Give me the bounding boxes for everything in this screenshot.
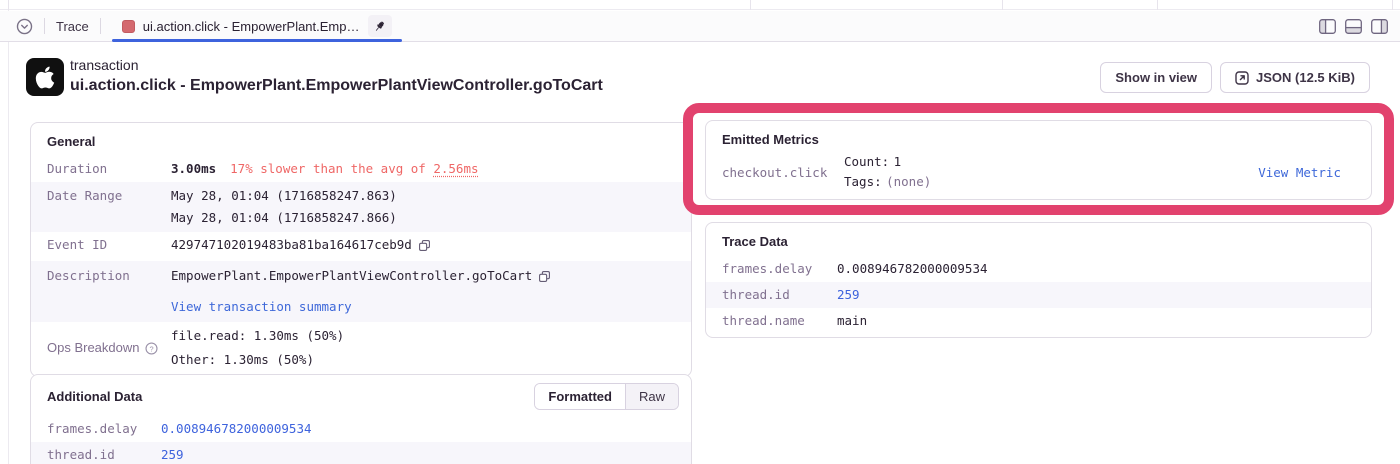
metric-row: checkout.click Count: 1 Tags: (none) Vie…: [706, 151, 1371, 197]
trace-data-title: Trace Data: [722, 234, 788, 249]
row-value: 259: [837, 287, 860, 302]
ops-line: file.read: 1.30ms (50%): [171, 328, 345, 343]
row-value: 0.008946782000009534: [837, 261, 988, 276]
duration-row: Duration 3.00ms 17% slower than the avg …: [31, 156, 691, 182]
tab-bar: Trace ui.action.click - EmpowerPlant.Emp…: [0, 11, 1400, 42]
tab-transaction-active[interactable]: ui.action.click - EmpowerPlant.Emp…: [111, 11, 402, 42]
description-value: EmpowerPlant.EmpowerPlantViewController.…: [171, 268, 533, 283]
row-key: Ops Breakdown ?: [47, 338, 171, 358]
table-row: thread.id 259: [31, 442, 691, 464]
ops-breakdown-label: Ops Breakdown: [47, 340, 140, 355]
row-key: thread.id: [722, 287, 790, 302]
pin-icon[interactable]: [367, 15, 392, 37]
formatted-toggle-option[interactable]: Formatted: [535, 384, 625, 409]
description-row: Description EmpowerPlant.EmpowerPlantVie…: [31, 261, 691, 322]
row-key: Duration: [47, 161, 108, 176]
view-metric-link[interactable]: View Metric: [1258, 164, 1341, 180]
tab-trace[interactable]: Trace: [56, 18, 89, 34]
json-button-label: JSON (12.5 KiB): [1256, 70, 1355, 85]
row-key: frames.delay: [722, 261, 813, 276]
trace-data-card: Trace Data frames.delay 0.00894678200000…: [705, 222, 1372, 338]
row-key: Description: [47, 268, 130, 283]
row-key: thread.id: [47, 447, 115, 462]
tab-menu-chevron-icon[interactable]: [16, 18, 33, 35]
metric-name: checkout.click: [722, 164, 828, 180]
count-value: 1: [893, 154, 902, 169]
divider: [44, 18, 45, 34]
column-divider: [750, 0, 751, 10]
ops-line: Other: 1.30ms (50%): [171, 352, 314, 367]
ops-breakdown-row: Ops Breakdown ? file.read: 1.30ms (50%) …: [31, 322, 691, 376]
copy-icon[interactable]: [538, 269, 551, 289]
help-icon[interactable]: ?: [144, 341, 158, 355]
view-transaction-summary-link[interactable]: View transaction summary: [171, 299, 352, 314]
count-label: Count:: [844, 154, 890, 169]
layout-left-panel-icon[interactable]: [1319, 19, 1336, 34]
additional-data-title: Additional Data: [47, 389, 143, 404]
table-row: frames.delay 0.008946782000009534: [31, 416, 691, 442]
emitted-metrics-title: Emitted Metrics: [722, 132, 819, 147]
page-title: ui.action.click - EmpowerPlant.EmpowerPl…: [70, 77, 603, 94]
row-value: main: [837, 313, 868, 328]
row-key: Event ID: [47, 237, 108, 252]
external-link-icon: [1235, 70, 1249, 85]
column-divider: [1002, 0, 1003, 10]
general-card: General Duration 3.00ms 17% slower than …: [30, 122, 692, 377]
date-end: May 28, 01:04 (1716858247.866): [171, 210, 397, 225]
emitted-metrics-card: Emitted Metrics checkout.click Count: 1 …: [705, 120, 1372, 200]
additional-data-header: Additional Data Formatted Raw: [31, 375, 691, 416]
event-id-value: 429747102019483ba81ba164617ceb9d: [171, 237, 412, 252]
row-value: 0.008946782000009534: [161, 421, 312, 436]
divider: [99, 18, 101, 34]
row-key: frames.delay: [47, 421, 138, 436]
duration-comparison: 17% slower than the avg of 2.56ms: [230, 159, 478, 179]
top-strip: [0, 0, 1400, 10]
date-range-row: Date Range May 28, 01:04 (1716858247.863…: [31, 182, 691, 232]
panel-left-border: [8, 0, 9, 464]
show-in-view-button[interactable]: Show in view: [1100, 62, 1213, 93]
column-divider: [1392, 0, 1393, 10]
json-button[interactable]: JSON (12.5 KiB): [1220, 62, 1370, 93]
additional-data-card: Additional Data Formatted Raw frames.del…: [30, 374, 692, 464]
layout-right-panel-icon[interactable]: [1371, 19, 1388, 34]
column-divider: [8, 0, 9, 10]
header-actions: Show in view JSON (12.5 KiB): [1100, 62, 1370, 93]
row-key: thread.name: [722, 313, 805, 328]
duration-value: 3.00ms: [171, 161, 217, 176]
tags-label: Tags:: [844, 174, 882, 189]
format-toggle: Formatted Raw: [534, 383, 679, 410]
apple-platform-icon: [26, 58, 64, 96]
transaction-type-swatch: [121, 19, 135, 33]
copy-icon[interactable]: [418, 238, 431, 258]
row-value: 259: [161, 447, 184, 462]
table-row: frames.delay 0.008946782000009534: [706, 256, 1371, 282]
tags-value: (none): [886, 174, 932, 189]
date-start: May 28, 01:04 (1716858247.863): [171, 188, 397, 203]
layout-controls: [1319, 11, 1388, 42]
avg-duration[interactable]: 2.56ms: [433, 161, 479, 176]
layout-bottom-panel-icon[interactable]: [1345, 19, 1362, 34]
svg-text:?: ?: [149, 344, 153, 353]
comparison-text: 17% slower than the avg of: [230, 161, 426, 176]
column-divider: [1157, 0, 1158, 10]
event-type-label: transaction: [70, 57, 139, 73]
general-title: General: [47, 134, 96, 149]
table-row: thread.id 259: [706, 282, 1371, 308]
row-key: Date Range: [47, 188, 123, 203]
tab-transaction-label: ui.action.click - EmpowerPlant.Emp…: [142, 18, 360, 34]
event-id-row: Event ID 429747102019483ba81ba164617ceb9…: [31, 232, 691, 261]
raw-toggle-option[interactable]: Raw: [624, 384, 678, 409]
table-row: thread.name main: [706, 308, 1371, 337]
